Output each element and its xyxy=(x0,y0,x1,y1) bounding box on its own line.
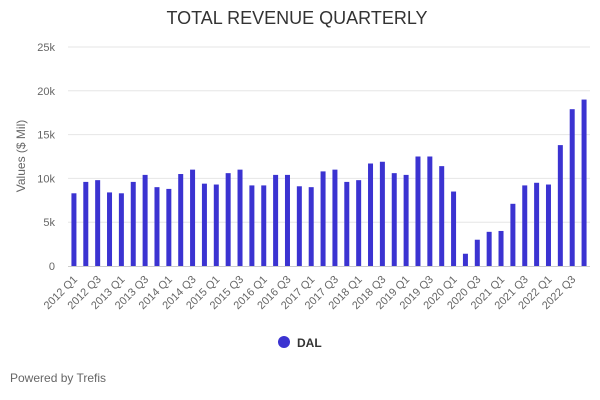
bar[interactable] xyxy=(534,182,540,266)
bar[interactable] xyxy=(344,181,350,266)
y-tick-label: 5k xyxy=(43,217,55,229)
chart-title: TOTAL REVENUE QUARTERLY xyxy=(166,8,427,28)
bar[interactable] xyxy=(284,174,290,266)
bar[interactable] xyxy=(451,191,457,266)
bar[interactable] xyxy=(486,231,492,266)
bar[interactable] xyxy=(249,185,255,266)
legend-label[interactable]: DAL xyxy=(297,336,322,350)
bar[interactable] xyxy=(415,156,421,267)
bar[interactable] xyxy=(379,161,385,266)
bar[interactable] xyxy=(320,171,326,266)
bar[interactable] xyxy=(510,203,516,266)
bar[interactable] xyxy=(557,145,563,266)
bar[interactable] xyxy=(166,188,172,266)
bar[interactable] xyxy=(213,184,219,266)
bar[interactable] xyxy=(154,187,160,266)
bar[interactable] xyxy=(474,239,480,266)
bar[interactable] xyxy=(581,99,587,266)
legend[interactable]: DAL xyxy=(278,336,322,350)
bar[interactable] xyxy=(107,192,113,266)
bar[interactable] xyxy=(498,230,504,266)
bar[interactable] xyxy=(273,174,279,266)
y-tick-label: 20k xyxy=(37,86,55,98)
y-tick-label: 25k xyxy=(37,42,55,54)
bar[interactable] xyxy=(261,185,267,266)
bar[interactable] xyxy=(83,181,89,266)
bar[interactable] xyxy=(190,169,196,266)
bar[interactable] xyxy=(403,174,409,266)
bar[interactable] xyxy=(391,173,397,266)
grid xyxy=(68,46,590,223)
bar[interactable] xyxy=(237,169,243,266)
y-axis-ticks: 0 5k 10k 15k 20k 25k xyxy=(37,42,55,273)
bar[interactable] xyxy=(462,253,468,266)
bar[interactable] xyxy=(71,193,77,266)
bar[interactable] xyxy=(201,183,207,266)
bar[interactable] xyxy=(95,180,101,266)
bar[interactable] xyxy=(569,109,575,266)
bars xyxy=(71,99,587,267)
powered-by-credit[interactable]: Powered by Trefis xyxy=(10,371,106,385)
bar[interactable] xyxy=(118,193,124,266)
bar[interactable] xyxy=(356,180,362,266)
bar[interactable] xyxy=(522,185,528,266)
bar[interactable] xyxy=(439,166,445,266)
legend-marker[interactable] xyxy=(278,336,290,348)
y-tick-label: 0 xyxy=(49,261,55,273)
bar[interactable] xyxy=(368,163,374,266)
bar[interactable] xyxy=(130,181,136,266)
bar[interactable] xyxy=(308,187,314,266)
y-tick-label: 15k xyxy=(37,130,55,142)
bar[interactable] xyxy=(545,184,551,266)
y-tick-label: 10k xyxy=(37,173,55,185)
bar[interactable] xyxy=(427,156,433,267)
bar[interactable] xyxy=(332,169,338,266)
y-axis-label: Values ($ Mil) xyxy=(14,120,28,192)
bar[interactable] xyxy=(178,174,184,266)
bar[interactable] xyxy=(142,174,148,266)
bar[interactable] xyxy=(296,186,302,266)
bar[interactable] xyxy=(225,173,231,266)
